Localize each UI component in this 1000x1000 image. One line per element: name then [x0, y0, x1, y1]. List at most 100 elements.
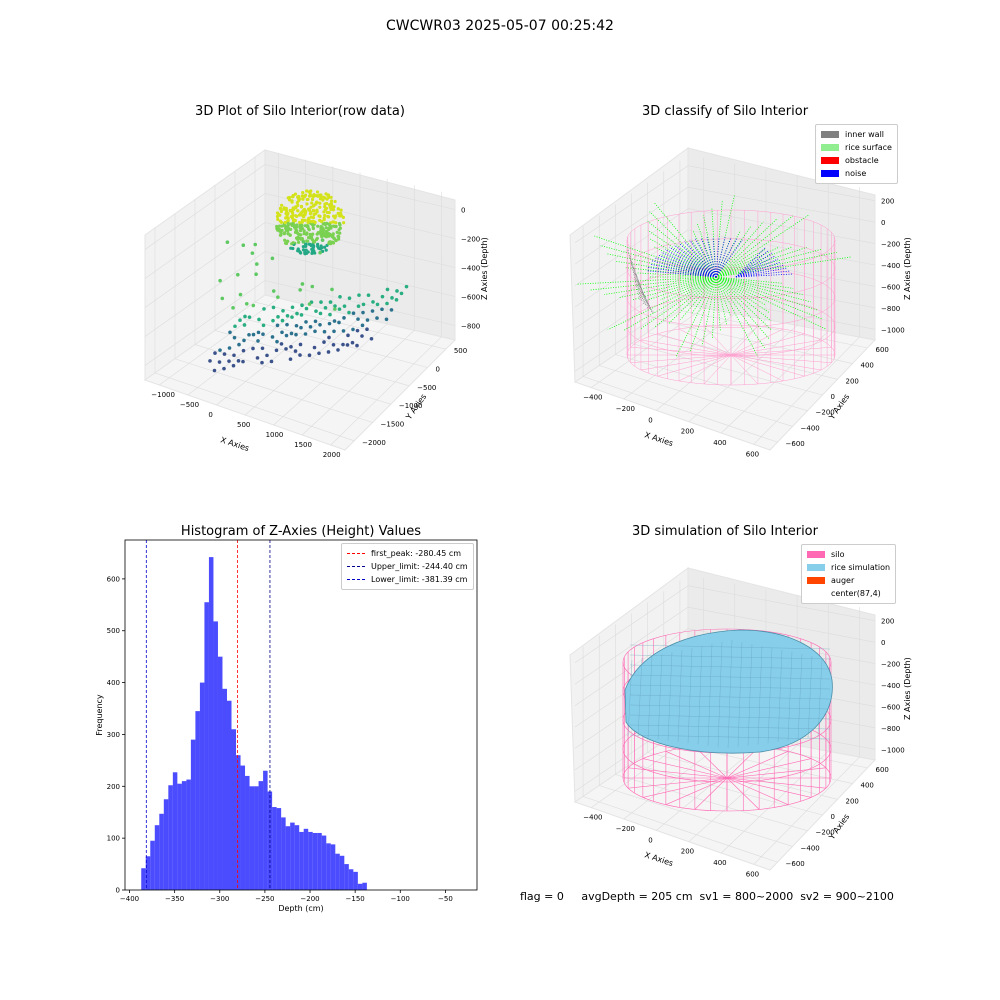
x-tick-label: 600: [746, 450, 759, 458]
histogram-bar: [208, 557, 214, 890]
y-tick-label: 300: [107, 731, 120, 739]
hist-y-label: Frequency: [95, 694, 104, 736]
legend-entry: inner wall: [821, 128, 892, 141]
histogram-bar: [181, 781, 187, 890]
y-tick-label: −200: [816, 409, 835, 417]
histogram-bar: [199, 682, 205, 890]
y-tick-label: −2000: [362, 439, 386, 447]
x-tick-label: 2000: [323, 451, 341, 459]
histogram-bar: [163, 799, 169, 890]
histogram-bar: [335, 853, 340, 890]
hist-legend-entry: first_peak: -280.45 cm: [347, 547, 468, 560]
y-tick-label: 0: [116, 887, 120, 895]
z-tick-label: −200: [881, 661, 900, 669]
y-tick-label: −200: [816, 829, 835, 837]
x-tick-label: −150: [346, 895, 365, 903]
z-tick-label: −400: [881, 262, 900, 270]
histogram-bar: [299, 831, 304, 890]
z-tick-label: −800: [881, 305, 900, 313]
y-tick-label: 400: [861, 362, 874, 370]
y-tick-label: 400: [107, 679, 120, 687]
histogram-bar: [213, 621, 218, 890]
x-tick-label: 400: [713, 859, 726, 867]
x-tick-label: −200: [616, 825, 635, 833]
y-tick-label: 100: [107, 835, 120, 843]
z-tick-label: 0: [881, 639, 885, 647]
histogram-bar: [357, 883, 363, 890]
classify-z-label: Z Axies (Depth): [903, 237, 912, 300]
z-tick-label: −600: [881, 703, 900, 711]
y-tick-label: −1000: [399, 402, 423, 410]
histogram-bar: [190, 739, 196, 890]
histogram-bar: [240, 765, 246, 890]
histogram-bar: [217, 656, 223, 890]
z-tick-label: −600: [881, 283, 900, 291]
hist-x-label: Depth (cm): [278, 904, 323, 913]
simulation-z-label: Z Axies (Depth): [903, 657, 912, 720]
y-tick-label: −400: [801, 424, 820, 432]
histogram-bar: [294, 825, 300, 890]
histogram-bar: [204, 602, 209, 890]
histogram-bar: [150, 840, 155, 890]
histogram-bar: [281, 817, 286, 890]
z-tick-label: −400: [461, 265, 480, 273]
z-tick-label: −200: [461, 236, 480, 244]
histogram-bar: [312, 832, 318, 890]
hist-title: Histogram of Z-Axies (Height) Values: [180, 524, 422, 539]
z-tick-label: −200: [881, 241, 900, 249]
hist-legend-entry: Lower_limit: -381.39 cm: [347, 573, 468, 586]
simulation-x-label: X Axies: [643, 850, 674, 868]
rice-simulation-surface: [624, 629, 833, 754]
histogram-bar: [231, 729, 237, 890]
z-tick-label: −400: [881, 682, 900, 690]
hist-frame: [124, 539, 478, 891]
x-tick-label: 0: [648, 416, 652, 424]
histogram-bar: [348, 869, 354, 890]
histogram-bar: [285, 826, 291, 890]
z-tick-label: 200: [881, 618, 894, 626]
histogram-bar: [186, 779, 191, 890]
y-tick-label: 400: [861, 782, 874, 790]
x-tick-label: −400: [583, 814, 602, 822]
y-tick-label: −600: [786, 440, 805, 448]
y-tick-label: 600: [876, 346, 889, 354]
y-tick-label: 0: [831, 393, 835, 401]
y-tick-label: −600: [786, 860, 805, 868]
x-tick-label: 500: [237, 421, 250, 429]
y-tick-label: −500: [417, 384, 436, 392]
y-tick-label: 0: [831, 813, 835, 821]
x-tick-label: −500: [180, 401, 199, 409]
y-tick-label: −1500: [381, 421, 405, 429]
z-tick-label: −1000: [881, 746, 905, 754]
legend-entry: center(87,4): [831, 589, 881, 598]
x-tick-label: −200: [300, 895, 319, 903]
histogram-bar: [339, 855, 345, 890]
y-tick-label: 600: [876, 766, 889, 774]
histogram-bar: [317, 832, 322, 890]
histogram-bar: [276, 808, 282, 890]
z-tick-label: −800: [461, 323, 480, 331]
z-tick-label: −800: [881, 725, 900, 733]
legend-entry: rice surface: [821, 141, 892, 154]
raw-panel-title: 3D Plot of Silo Interior(row data): [195, 104, 405, 119]
histogram-bar: [159, 813, 164, 890]
y-tick-label: 200: [846, 377, 859, 385]
histogram-bar: [226, 700, 232, 890]
classify-legend: inner wall rice surface obstacle noise: [815, 124, 898, 184]
histogram-bar: [168, 785, 173, 890]
x-tick-label: 0: [648, 836, 652, 844]
histogram-bar: [154, 825, 160, 890]
y-tick-label: 500: [454, 347, 467, 355]
z-tick-label: 0: [881, 219, 885, 227]
x-tick-label: 600: [746, 870, 759, 878]
histogram-bar: [258, 781, 264, 890]
histogram-bar: [195, 711, 200, 890]
histogram-bar: [272, 807, 277, 890]
histogram-bar: [290, 822, 295, 890]
x-tick-label: −400: [583, 394, 602, 402]
histogram-bar: [362, 882, 367, 890]
legend-entry: rice simulation: [807, 561, 890, 574]
